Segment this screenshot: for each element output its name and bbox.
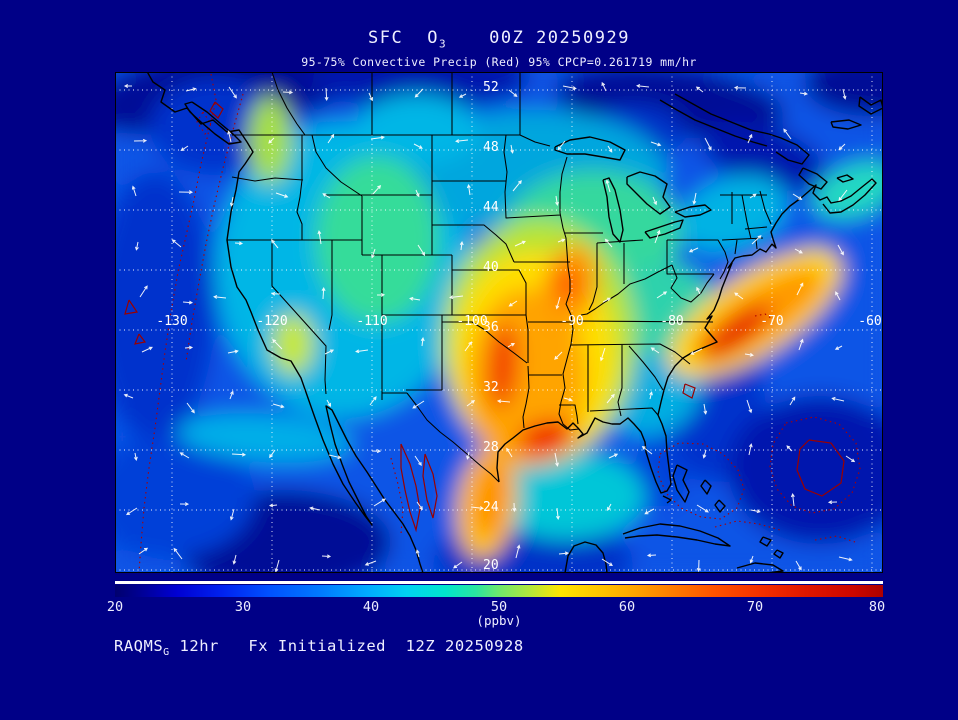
lat-label-32: 32 [483, 380, 499, 395]
lon-label-80: -80 [660, 314, 683, 329]
colorbar-tick-70: 70 [746, 599, 764, 615]
ozone-map: 52 48 44 40 36 32 28 24 20 -130 -120 -11… [115, 72, 883, 573]
ozone-field [115, 72, 883, 573]
lon-label-70: -70 [760, 314, 783, 329]
forecast-info [170, 637, 180, 655]
lat-label-24: 24 [483, 500, 499, 515]
title-field: SFC [368, 28, 404, 48]
title-species-subscript: 3 [439, 37, 448, 51]
colorbar-tick-50: 50 [490, 599, 508, 615]
forecast-text: 12hr Fx Initialized 12Z 20250928 [179, 637, 524, 655]
precip-contours [124, 73, 861, 573]
header: SFC O3 00Z 20250929 95-75% Convective Prec… [115, 28, 883, 69]
colorbar-tick-80: 80 [868, 599, 886, 615]
colorbar-tick-20: 20 [106, 599, 124, 615]
lon-label-90: -90 [560, 314, 583, 329]
colorbar [115, 585, 883, 597]
lon-label-120: -120 [256, 314, 287, 329]
lon-label-60: -60 [858, 314, 881, 329]
lat-label-20: 20 [483, 558, 499, 573]
plot-title: SFC O3 00Z 20250929 [115, 28, 883, 50]
lat-label-44: 44 [483, 200, 499, 215]
lat-label-40: 40 [483, 260, 499, 275]
colorbar-tick-30: 30 [234, 599, 252, 615]
wind-vectors [123, 81, 856, 573]
colorbar-tick-60: 60 [618, 599, 636, 615]
lat-label-36: 36 [483, 320, 499, 335]
title-valid-time: 00Z 20250929 [489, 28, 630, 48]
lat-label-28: 28 [483, 440, 499, 455]
model-name: RAQMS [114, 637, 164, 655]
graticule-labels: 52 48 44 40 36 32 28 24 20 -130 -120 -11… [156, 80, 881, 573]
footer-model-info: RAQMSG 12hr Fx Initialized 12Z 20250928 [114, 637, 524, 658]
plot-subtitle: 95-75% Convective Precip (Red) 95% CPCP=… [301, 55, 697, 70]
lon-label-130: -130 [156, 314, 187, 329]
colorbar-tick-40: 40 [362, 599, 380, 615]
lon-label-110: -110 [356, 314, 387, 329]
coastline [146, 72, 883, 573]
lat-label-52: 52 [483, 80, 499, 95]
colorbar-top-line [115, 581, 883, 584]
title-species: O [427, 28, 439, 48]
map-frame [115, 72, 883, 573]
colorbar-unit-label: (ppbv) [476, 613, 522, 628]
model-name-subscript: G [163, 647, 170, 659]
state-borders [227, 72, 772, 483]
map-panel: 52 48 44 40 36 32 28 24 20 -130 -120 -11… [115, 72, 883, 573]
lat-label-48: 48 [483, 140, 499, 155]
lon-label-100: -100 [456, 314, 487, 329]
